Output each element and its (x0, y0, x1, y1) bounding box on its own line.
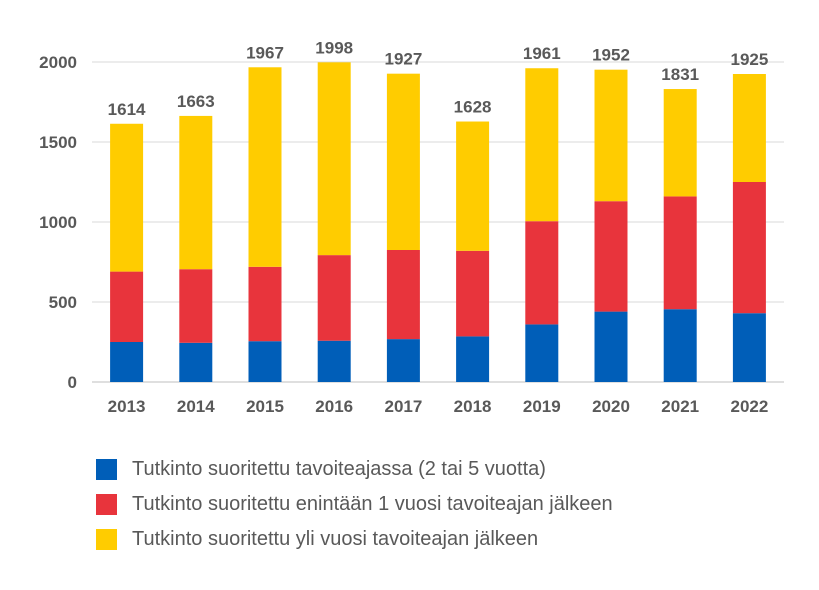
y-tick-label: 2000 (39, 53, 77, 72)
bar-segment (732, 313, 766, 382)
x-tick-label: 2018 (454, 397, 492, 416)
bar-segment (179, 115, 213, 270)
bar-segment (456, 250, 490, 337)
total-data-label: 1925 (730, 50, 768, 69)
y-tick-label: 0 (68, 373, 77, 392)
x-tick-label: 2021 (661, 397, 699, 416)
bars (110, 62, 766, 382)
bar-segment (386, 250, 420, 340)
y-axis: 0 500 1000 1500 2000 (39, 53, 77, 392)
y-tick-label: 500 (49, 293, 77, 312)
total-data-label: 1614 (108, 100, 146, 119)
legend-item-within-one-year: Tutkinto suoritettu enintään 1 vuosi tav… (96, 487, 613, 522)
bar-segment (179, 342, 213, 382)
bar-segment (663, 89, 697, 197)
legend-label: Tutkinto suoritettu tavoiteajassa (2 tai… (132, 458, 546, 480)
x-tick-label: 2013 (108, 397, 146, 416)
bar-segment (248, 266, 282, 342)
y-tick-label: 1500 (39, 133, 77, 152)
bar-segment (663, 196, 697, 310)
bar-segment (317, 62, 351, 256)
total-labels: 1614 1663 1967 1998 1927 1628 1961 1952 1831 1925 (108, 38, 769, 118)
total-data-label: 1927 (384, 50, 422, 69)
legend-swatch-red (96, 494, 117, 515)
bar-segment (732, 182, 766, 314)
legend: Tutkinto suoritettu tavoiteajassa (2 tai… (96, 452, 613, 557)
bar-segment (317, 340, 351, 382)
x-tick-label: 2014 (177, 397, 215, 416)
x-tick-label: 2022 (730, 397, 768, 416)
bar-segment (456, 121, 490, 251)
total-data-label: 1967 (246, 43, 284, 62)
bar-segment (110, 123, 144, 272)
bar-segment (525, 68, 559, 222)
bar-segment (594, 311, 628, 382)
x-tick-label: 2017 (384, 397, 422, 416)
x-tick-label: 2016 (315, 397, 353, 416)
bar-segment (663, 309, 697, 382)
bar-segment (110, 271, 144, 342)
legend-item-over-one-year: Tutkinto suoritettu yli vuosi tavoiteaja… (96, 522, 613, 557)
legend-swatch-blue (96, 459, 117, 480)
bar-segment (456, 336, 490, 382)
legend-label: Tutkinto suoritettu yli vuosi tavoiteaja… (132, 528, 539, 550)
bar-segment (248, 341, 282, 382)
bar-segment (594, 201, 628, 312)
x-tick-label: 2020 (592, 397, 630, 416)
bar-segment (317, 255, 351, 341)
y-tick-label: 1000 (39, 213, 77, 232)
total-data-label: 1961 (523, 44, 561, 63)
total-data-label: 1998 (315, 38, 353, 57)
x-tick-label: 2019 (523, 397, 561, 416)
legend-swatch-yellow (96, 529, 117, 550)
bar-segment (525, 221, 559, 325)
bar-segment (386, 73, 420, 251)
bar-segment (594, 69, 628, 202)
total-data-label: 1831 (661, 65, 699, 84)
bar-segment (386, 339, 420, 382)
legend-item-on-time: Tutkinto suoritettu tavoiteajassa (2 tai… (96, 452, 613, 487)
bar-segment (110, 342, 144, 382)
bar-segment (732, 74, 766, 182)
bar-segment (525, 324, 559, 382)
x-axis: 2013 2014 2015 2016 2017 2018 2019 2020 2021 2022 (108, 397, 769, 416)
bar-segment (248, 67, 282, 267)
legend-label: Tutkinto suoritettu enintään 1 vuosi tav… (132, 493, 613, 515)
x-tick-label: 2015 (246, 397, 284, 416)
total-data-label: 1952 (592, 46, 630, 65)
total-data-label: 1628 (454, 98, 492, 117)
bar-segment (179, 269, 213, 343)
total-data-label: 1663 (177, 92, 215, 111)
